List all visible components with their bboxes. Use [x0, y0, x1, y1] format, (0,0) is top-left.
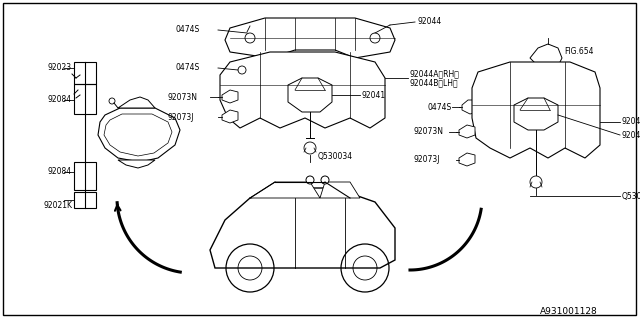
Text: Q530034: Q530034	[622, 191, 640, 201]
Text: 0474S: 0474S	[175, 63, 199, 73]
Text: 92073J: 92073J	[414, 156, 440, 164]
Polygon shape	[472, 62, 600, 158]
Polygon shape	[210, 188, 395, 268]
Polygon shape	[250, 182, 320, 198]
Polygon shape	[118, 97, 155, 108]
Polygon shape	[459, 125, 475, 138]
Polygon shape	[288, 78, 332, 112]
Polygon shape	[98, 108, 180, 162]
Polygon shape	[459, 153, 475, 166]
Text: 92073N: 92073N	[414, 127, 444, 137]
Bar	[74, 162, 96, 190]
Text: 92044C: 92044C	[622, 117, 640, 126]
Text: Q530034: Q530034	[318, 153, 353, 162]
Text: 92041: 92041	[622, 131, 640, 140]
Polygon shape	[530, 44, 562, 68]
Circle shape	[321, 176, 329, 184]
Text: 0474S: 0474S	[175, 25, 199, 34]
Text: 92073J: 92073J	[168, 113, 195, 122]
Text: FIG.654: FIG.654	[564, 47, 593, 57]
Bar	[74, 192, 96, 208]
Polygon shape	[320, 182, 360, 198]
Text: 92044B〈LH〉: 92044B〈LH〉	[410, 78, 459, 87]
Polygon shape	[118, 160, 155, 168]
Polygon shape	[222, 110, 238, 123]
Polygon shape	[514, 98, 558, 130]
Bar	[74, 62, 96, 84]
Polygon shape	[225, 18, 395, 58]
Bar	[74, 84, 96, 114]
Text: 0474S: 0474S	[427, 102, 451, 111]
Text: 92023: 92023	[48, 63, 72, 73]
Circle shape	[306, 176, 314, 184]
Polygon shape	[222, 90, 238, 103]
Text: 92084: 92084	[48, 167, 72, 177]
Polygon shape	[462, 100, 480, 114]
Polygon shape	[220, 52, 385, 128]
Text: 92044: 92044	[417, 17, 441, 26]
Text: A931001128: A931001128	[540, 308, 598, 316]
Text: 92084: 92084	[48, 95, 72, 105]
Text: 92041: 92041	[362, 91, 386, 100]
Text: 92073N: 92073N	[168, 92, 198, 101]
Text: 92021K: 92021K	[44, 202, 73, 211]
Text: 92044A〈RH〉: 92044A〈RH〉	[410, 69, 460, 78]
